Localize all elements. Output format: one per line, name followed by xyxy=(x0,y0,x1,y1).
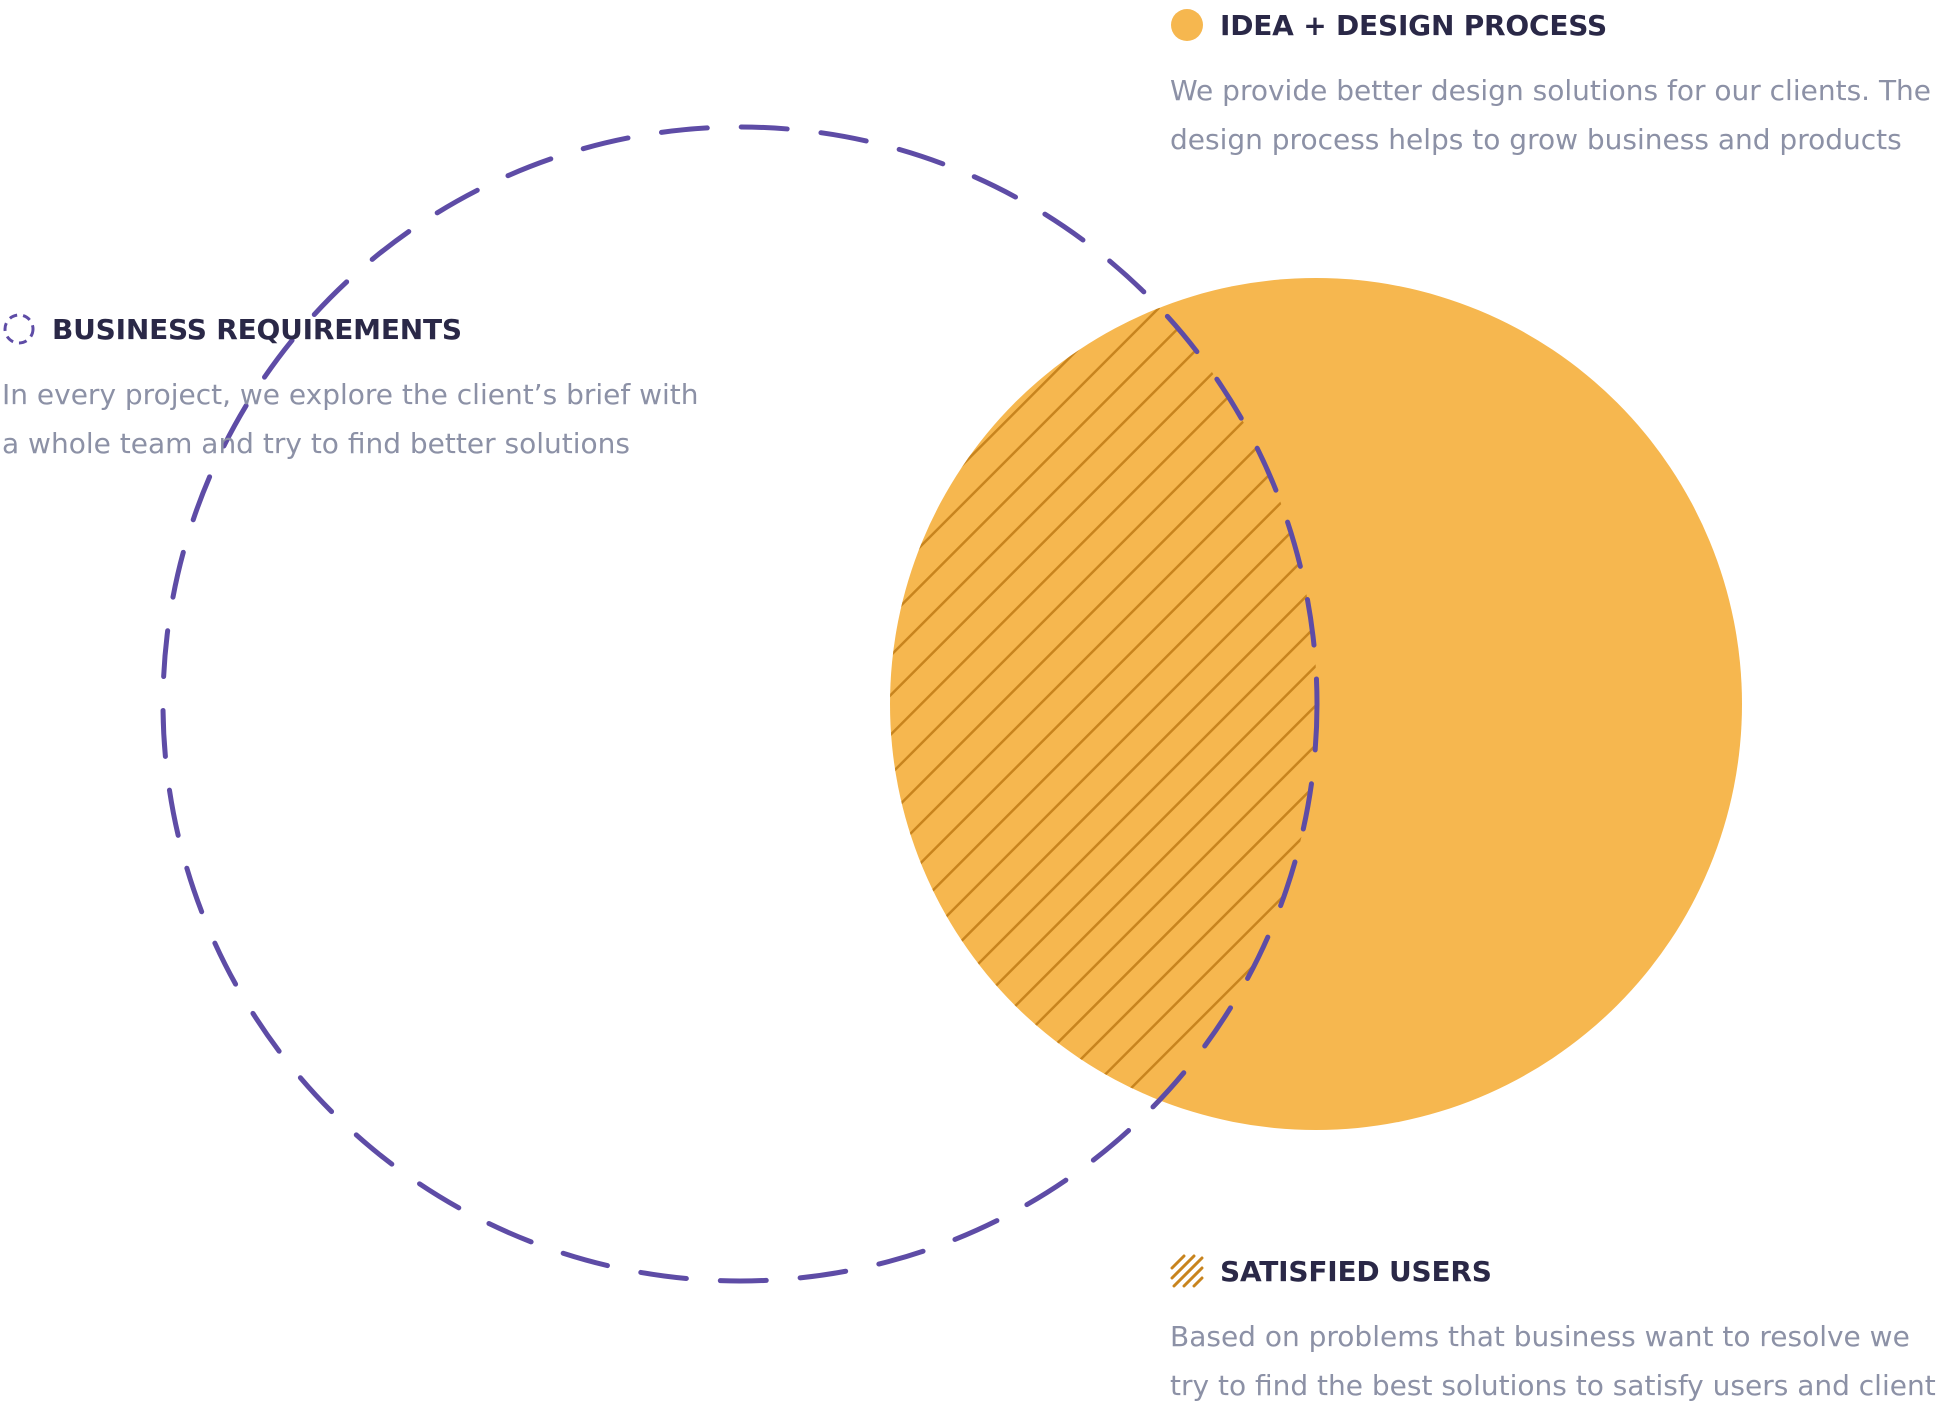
business-requirements-circle xyxy=(160,124,1320,1284)
legend-description: In every project, we explore the client’… xyxy=(2,378,699,460)
legend-title: SATISFIED USERS xyxy=(1220,1254,1492,1288)
hatched-square-icon xyxy=(1170,1254,1204,1288)
legend-description: We provide better design solutions for o… xyxy=(1170,74,1932,156)
dashed-circle-icon xyxy=(3,313,35,345)
legend-satisfied-users: SATISFIED USERS Based on problems that b… xyxy=(1170,1254,1936,1410)
legend-title: IDEA + DESIGN PROCESS xyxy=(1220,8,1607,42)
legend-title: BUSINESS REQUIREMENTS xyxy=(52,312,462,346)
legend-business-requirements: BUSINESS REQUIREMENTS In every project, … xyxy=(2,312,699,468)
filled-circle-icon xyxy=(1171,9,1203,41)
legend-idea-design-process: IDEA + DESIGN PROCESS We provide better … xyxy=(1170,8,1931,164)
legend-description: Based on problems that business want to … xyxy=(1170,1320,1936,1402)
